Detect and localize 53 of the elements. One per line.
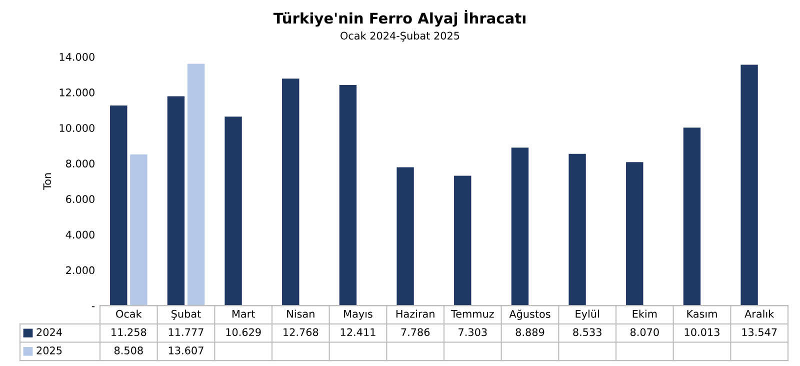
data-label: 13.547 bbox=[742, 328, 777, 336]
data-label: 13.607 bbox=[168, 346, 204, 354]
data-label: 10.013 bbox=[684, 328, 720, 336]
bar bbox=[454, 176, 472, 306]
legend-label: 2024 bbox=[36, 328, 62, 336]
chart-subtitle: Ocak 2024-Şubat 2025 bbox=[340, 32, 460, 42]
bar bbox=[282, 78, 300, 306]
bar bbox=[167, 96, 185, 306]
bar bbox=[511, 148, 529, 306]
y-tick-label: 6.000 bbox=[66, 195, 94, 204]
bar bbox=[187, 64, 205, 306]
x-tick-label: Ocak bbox=[116, 310, 142, 318]
legend-label: 2025 bbox=[36, 346, 62, 354]
x-tick-label: Aralık bbox=[744, 310, 774, 318]
data-label: 7.303 bbox=[458, 328, 487, 336]
data-label: 10.629 bbox=[226, 328, 261, 336]
bar bbox=[740, 64, 758, 306]
y-tick-label: 2.000 bbox=[66, 266, 94, 274]
x-tick-label: Kasım bbox=[687, 310, 717, 318]
y-tick-label: 10.000 bbox=[60, 124, 94, 132]
bar bbox=[396, 167, 414, 306]
y-tick-label: 14.000 bbox=[60, 52, 94, 61]
x-tick-label: Mart bbox=[232, 310, 255, 318]
x-tick-label: Ağustos bbox=[509, 310, 550, 320]
data-label: 11.258 bbox=[112, 328, 146, 336]
data-label: 11.777 bbox=[168, 328, 204, 336]
data-label: 8.070 bbox=[630, 328, 659, 336]
x-tick-label: Temmuz bbox=[450, 310, 494, 318]
data-label: 12.411 bbox=[340, 328, 376, 336]
bar bbox=[224, 116, 242, 306]
data-label: 8.533 bbox=[573, 328, 602, 336]
y-tick-label: 12.000 bbox=[60, 88, 94, 96]
x-tick-label: Eylül bbox=[576, 310, 599, 320]
data-label: 12.768 bbox=[284, 328, 318, 336]
y-tick-label: - bbox=[92, 306, 95, 308]
bar bbox=[626, 162, 644, 306]
bar bbox=[130, 154, 148, 306]
bar bbox=[110, 105, 128, 306]
bar bbox=[683, 128, 701, 306]
y-axis-title: Ton bbox=[43, 173, 52, 190]
data-label: 8.508 bbox=[114, 346, 143, 354]
data-label: 7.786 bbox=[401, 328, 430, 336]
data-label: 8.889 bbox=[516, 328, 544, 336]
x-tick-label: Ekim bbox=[632, 310, 657, 318]
x-tick-label: Şubat bbox=[172, 310, 201, 320]
x-tick-label: Mayıs bbox=[344, 310, 372, 320]
bar bbox=[568, 154, 586, 306]
y-tick-label: 8.000 bbox=[66, 160, 94, 168]
y-tick-label: 4.000 bbox=[66, 230, 94, 239]
x-tick-label: Haziran bbox=[396, 310, 434, 318]
chart-title: Türkiye'nin Ferro Alyaj İhracatı bbox=[273, 10, 526, 27]
x-tick-label: Nisan bbox=[287, 310, 314, 318]
bar bbox=[339, 84, 357, 306]
